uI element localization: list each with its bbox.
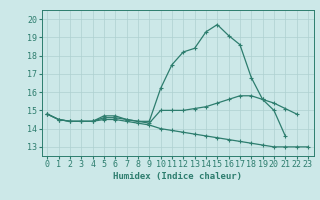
X-axis label: Humidex (Indice chaleur): Humidex (Indice chaleur) [113, 172, 242, 181]
